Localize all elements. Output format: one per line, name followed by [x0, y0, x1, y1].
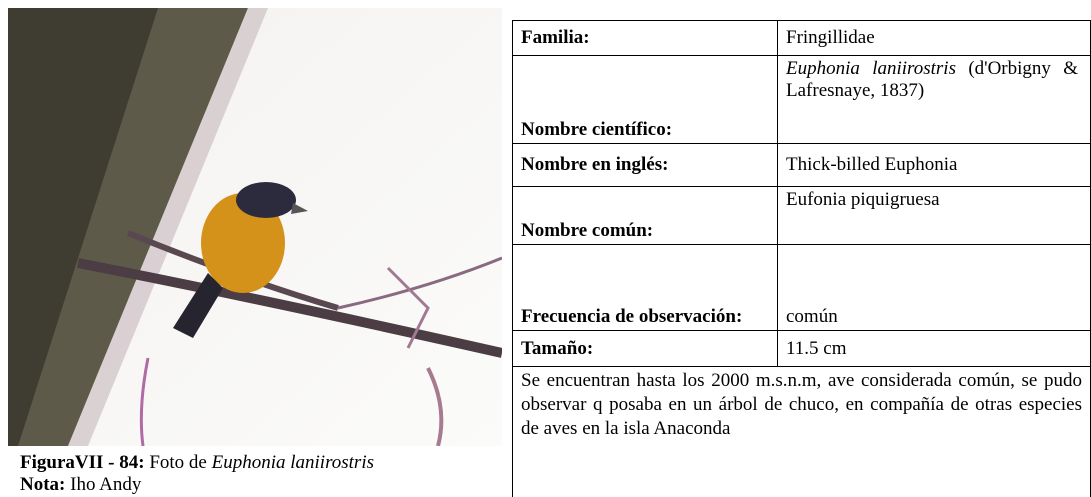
- label: Nombre científico:: [521, 119, 673, 140]
- value-cell: común: [777, 244, 1091, 331]
- note-label: Nota:: [20, 474, 66, 495]
- author: (d'Orbigny & Lafresnaye, 1837): [786, 58, 1078, 101]
- caption-text: Foto de: [149, 452, 207, 473]
- value: Fringillidae: [786, 27, 875, 48]
- caption-label: FiguraVII - 84:: [20, 452, 145, 473]
- description: Se encuentran hasta los 2000 m.s.n.m, av…: [521, 370, 1082, 439]
- value: Eufonia piquigruesa: [786, 189, 940, 210]
- label: Nombre en inglés:: [521, 154, 669, 175]
- value-cell: Thick-billed Euphonia: [777, 143, 1091, 187]
- value: Thick-billed Euphonia: [786, 154, 958, 175]
- label-cell: Nombre común:: [512, 186, 778, 245]
- value-cell: Fringillidae: [777, 20, 1091, 56]
- label-cell: Nombre científico:: [512, 55, 778, 144]
- value-cell: 11.5 cm: [777, 330, 1091, 367]
- note-text: Iho Andy: [70, 474, 142, 495]
- label: Frecuencia de observación:: [521, 306, 743, 327]
- bird-photo: [8, 8, 502, 446]
- label: Familia:: [521, 27, 590, 48]
- caption-species: Euphonia laniirostris: [211, 452, 374, 473]
- value: común: [786, 306, 838, 327]
- label-cell: Tamaño:: [512, 330, 778, 367]
- value-cell: Euphonia laniirostris (d'Orbigny & Lafre…: [777, 55, 1091, 144]
- value-cell: Eufonia piquigruesa: [777, 186, 1091, 245]
- label: Nombre común:: [521, 220, 654, 241]
- figure-caption: FiguraVII - 84: Foto de Euphonia laniiro…: [20, 452, 510, 496]
- scientific-name: Euphonia laniirostris: [786, 58, 956, 79]
- label-cell: Frecuencia de observación:: [512, 244, 778, 331]
- value: 11.5 cm: [786, 337, 847, 359]
- label: Tamaño:: [521, 337, 594, 359]
- description-cell: Se encuentran hasta los 2000 m.s.n.m, av…: [512, 366, 1091, 497]
- label-cell: Nombre en inglés:: [512, 143, 778, 187]
- label-cell: Familia:: [512, 20, 778, 56]
